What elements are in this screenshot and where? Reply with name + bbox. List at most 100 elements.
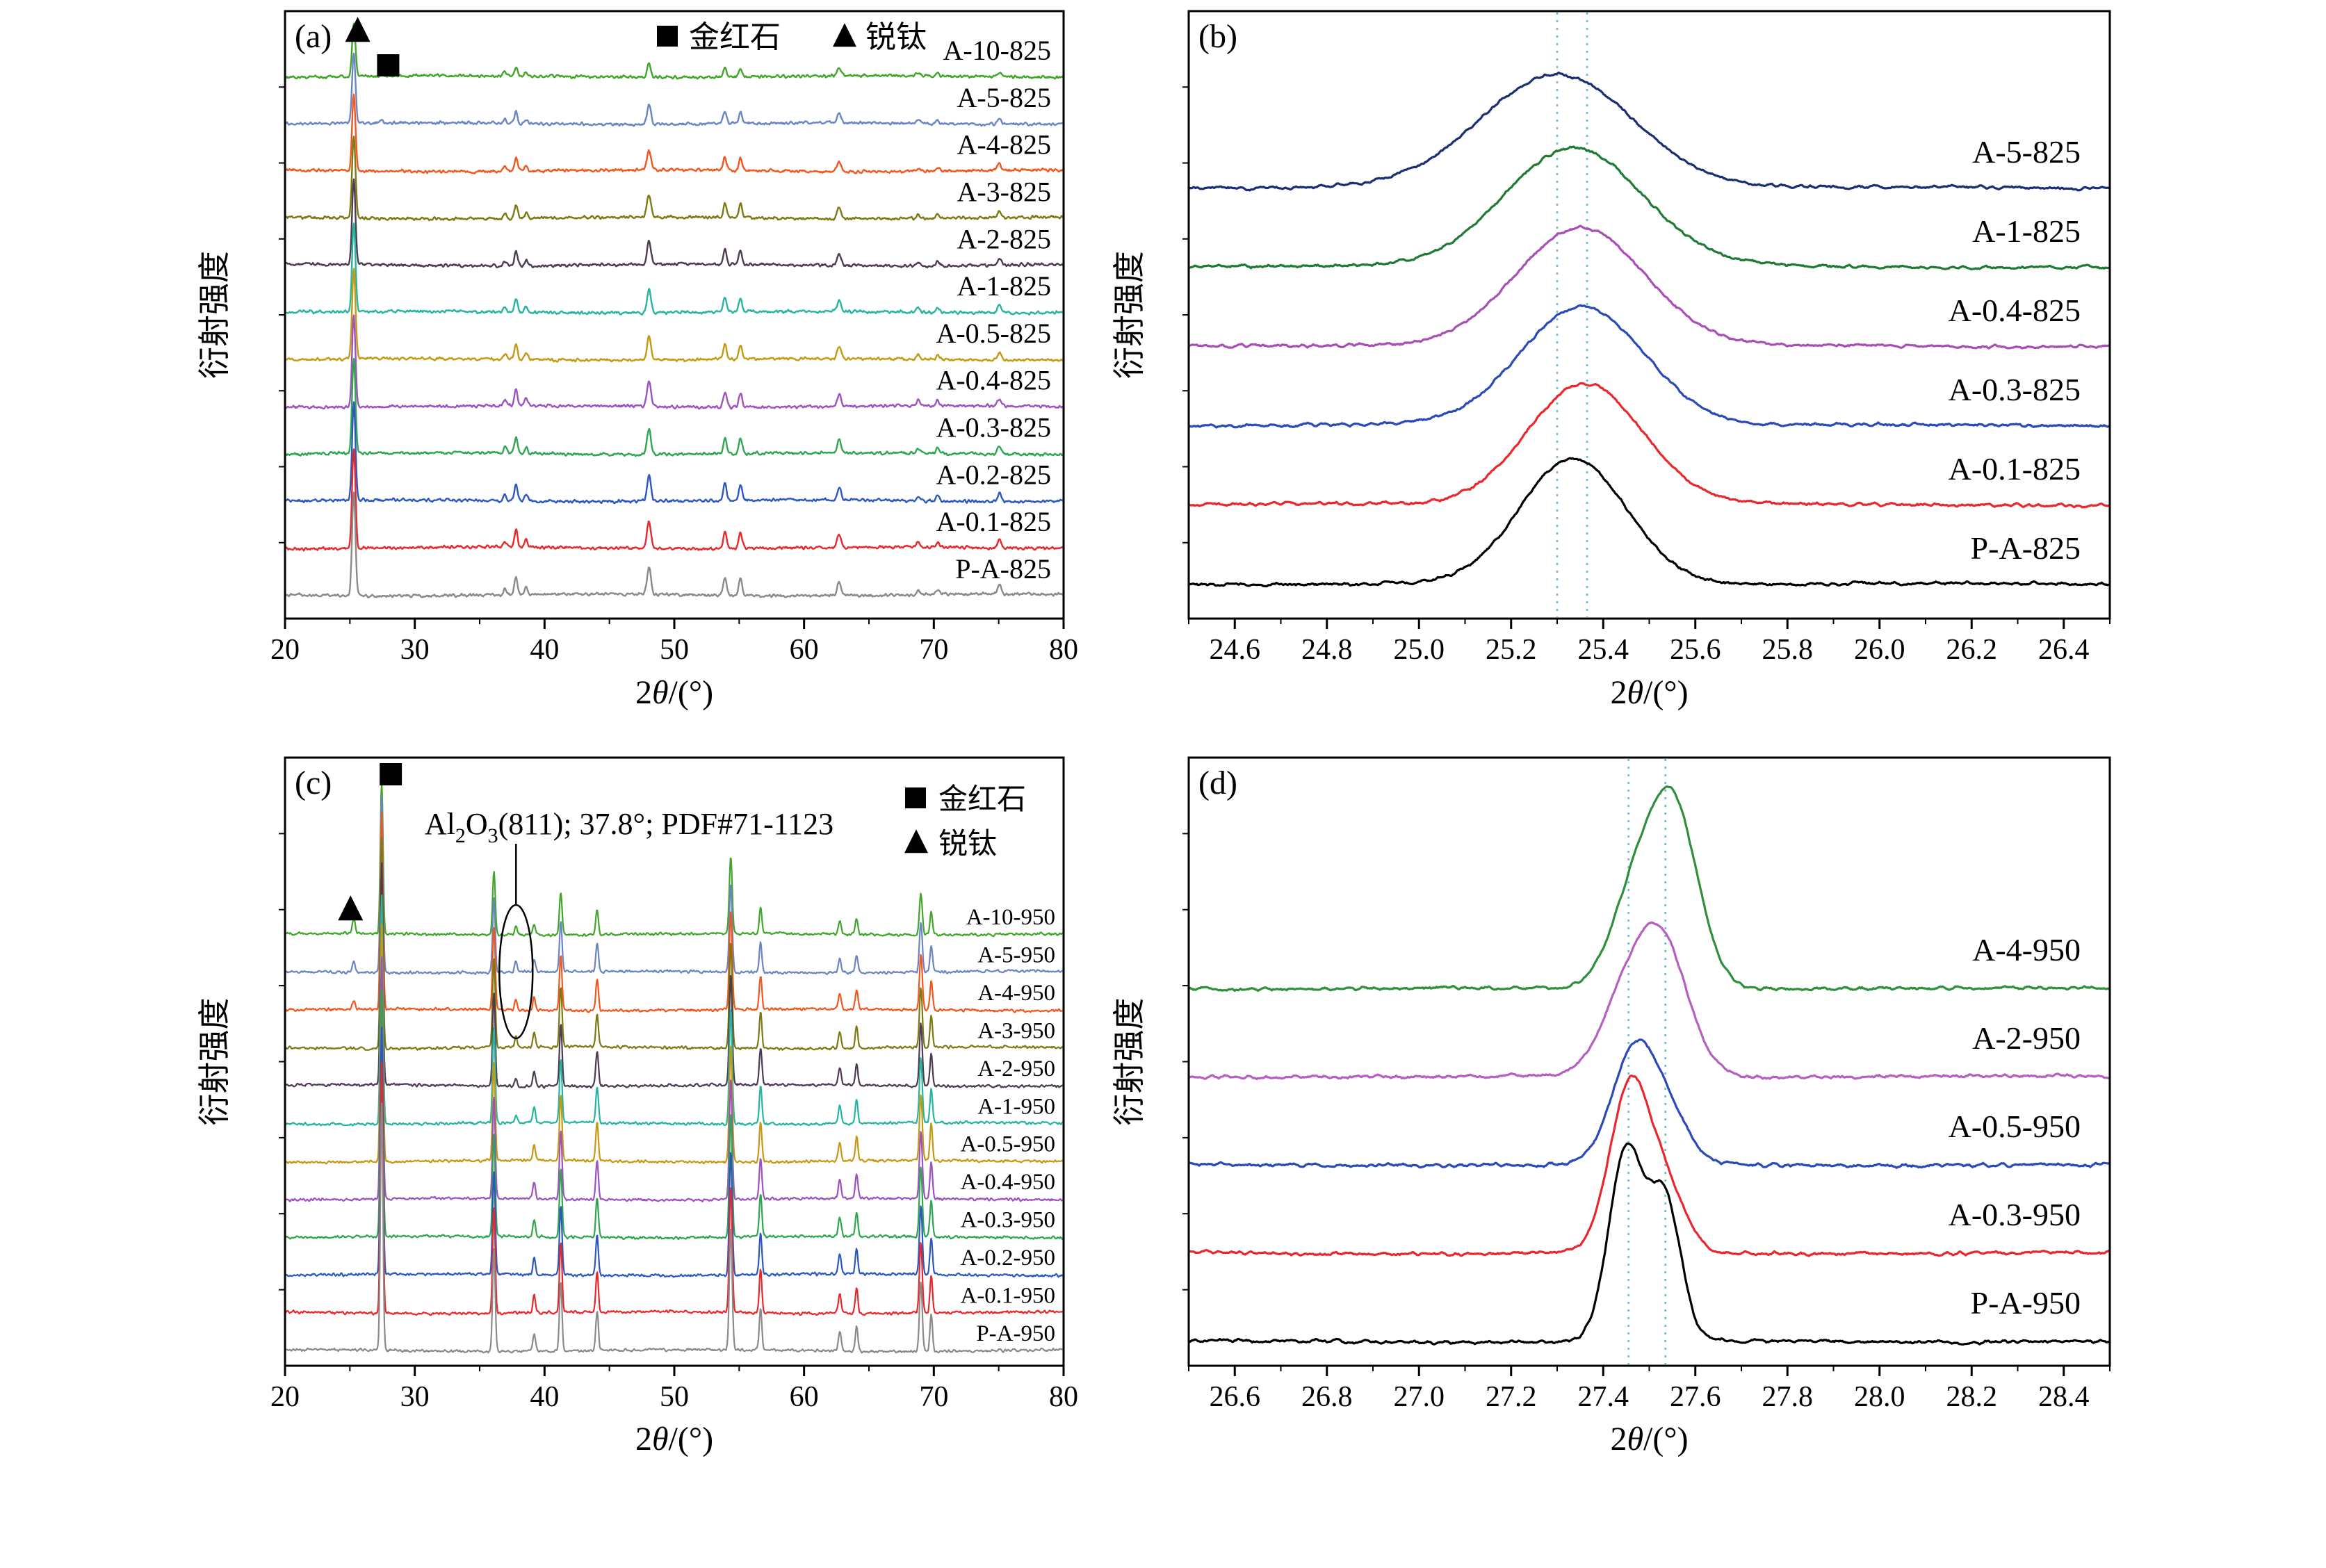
xrd-curve-A-0.1-825: [1189, 382, 2110, 509]
series-label-A-0.2-950: A-0.2-950: [960, 1246, 1055, 1271]
series-label-A-5-825: A-5-825: [1972, 134, 2081, 170]
xrd-curve-A-0.3-825: [285, 358, 1064, 457]
anatase-triangle-icon: [338, 895, 364, 921]
series-label-A-0.3-950: A-0.3-950: [960, 1208, 1055, 1233]
x-tick-label: 26.0: [1854, 634, 1905, 666]
series-label-P-A-825: P-A-825: [1971, 530, 2081, 566]
series-label-A-1-825: A-1-825: [1972, 213, 2081, 249]
curves-d: [1189, 785, 2110, 1346]
series-label-A-0.4-825: A-0.4-825: [936, 365, 1051, 396]
x-tick-label: 25.6: [1670, 634, 1721, 666]
x-tick-label: 26.8: [1301, 1381, 1353, 1413]
x-tick-label: 80: [1049, 634, 1078, 666]
x-tick-label: 60: [790, 634, 819, 666]
xrd-curve-A-0.3-825: [1189, 304, 2110, 429]
x-tick-label: 60: [790, 1381, 819, 1413]
xrd-curve-A-1-825: [1189, 145, 2110, 270]
annotation-text: Al2O3(811); 37.8°; PDF#71-1123: [425, 807, 833, 847]
x-tick-label: 40: [530, 1381, 559, 1413]
xrd-curve-A-10-950: [285, 781, 1064, 938]
series-label-A-0.2-825: A-0.2-825: [936, 459, 1051, 490]
series-label-A-0.5-950: A-0.5-950: [960, 1132, 1055, 1157]
xrd-curve-A-10-825: [285, 22, 1064, 80]
series-label-A-3-825: A-3-825: [957, 176, 1051, 207]
y-axis-title: 衍射强度: [1112, 251, 1147, 379]
x-tick-label: 27.4: [1578, 1381, 1629, 1413]
y-axis-title: 衍射强度: [197, 251, 232, 379]
xrd-curve-A-3-825: [285, 136, 1064, 222]
series-label-A-0.4-825: A-0.4-825: [1949, 293, 2081, 328]
series-label-P-A-825: P-A-825: [955, 553, 1051, 585]
xrd-curve-A-0.3-950: [1189, 1074, 2110, 1257]
series-label-A-10-825: A-10-825: [943, 35, 1051, 66]
annotation-ellipse: [498, 904, 534, 1040]
x-tick-label: 40: [530, 634, 559, 666]
rutile-square-icon: [905, 787, 926, 808]
xrd-curve-A-1-950: [285, 894, 1064, 1127]
panel-letter-a: (a): [295, 18, 332, 55]
rutile-square-icon: [657, 26, 678, 47]
xrd-curve-A-2-825: [285, 178, 1064, 269]
series-label-A-0.5-950: A-0.5-950: [1949, 1109, 2081, 1144]
x-tick-label: 26.6: [1210, 1381, 1261, 1413]
x-tick-label: 25.8: [1762, 634, 1814, 666]
y-axis-title: 衍射强度: [1112, 998, 1147, 1126]
x-tick-label: 25.4: [1578, 634, 1629, 666]
x-tick-label: 50: [660, 634, 689, 666]
x-tick-label: 50: [660, 1381, 689, 1413]
anatase-triangle-icon: [345, 17, 371, 42]
x-tick-label: 28.4: [2038, 1381, 2090, 1413]
series-label-P-A-950: P-A-950: [976, 1321, 1055, 1346]
xrd-curve-A-0.5-950: [1189, 1038, 2110, 1169]
xrd-curve-A-0.5-825: [285, 268, 1064, 363]
xrd-curve-A-2-950: [285, 862, 1064, 1089]
anatase-triangle-icon: [904, 829, 928, 854]
series-label-A-0.1-825: A-0.1-825: [936, 506, 1051, 537]
x-tick-label: 20: [270, 634, 300, 666]
series-label-A-3-950: A-3-950: [977, 1018, 1055, 1043]
rutile-square-icon: [380, 763, 402, 785]
xrd-curve-A-0.4-825: [1189, 224, 2110, 350]
series-label-A-0.3-950: A-0.3-950: [1949, 1197, 2081, 1232]
xrd-curve-A-4-950: [285, 812, 1064, 1013]
xrd-curve-A-4-950: [1189, 785, 2110, 993]
xrd-curve-A-5-825: [1189, 71, 2110, 192]
series-label-A-0.3-825: A-0.3-825: [936, 412, 1051, 443]
x-tick-label: 27.2: [1486, 1381, 1537, 1413]
series-label-A-1-825: A-1-825: [957, 270, 1051, 302]
panel-b: A-5-825 A-1-825 A-0.4-825 A-0.3-825 A-0.1-82…: [1112, 10, 2111, 711]
series-label-A-1-950: A-1-950: [977, 1094, 1055, 1119]
y-axis-title: 衍射强度: [197, 998, 232, 1126]
axes-box: [1187, 756, 2111, 1367]
panel-letter-c: (c): [295, 765, 332, 801]
series-label-A-5-950: A-5-950: [977, 942, 1055, 967]
xrd-curve-A-3-950: [285, 836, 1064, 1051]
curves-b: [1189, 71, 2110, 588]
xrd-curve-A-0.2-950: [285, 1027, 1064, 1278]
legend-label-square: 金红石: [938, 783, 1026, 816]
legend-label-triangle: 锐钛: [865, 20, 927, 54]
rutile-square-icon: [377, 54, 400, 76]
panel-a: A-10-825 A-5-825 A-4-825 A-3-825 A-2-825 A-1-…: [197, 10, 1078, 711]
x-tick-label: 70: [919, 1381, 948, 1413]
x-tick-label: 26.2: [1946, 634, 1998, 666]
x-tick-label: 24.6: [1210, 634, 1261, 666]
xrd-curve-A-1-825: [285, 222, 1064, 316]
x-tick-label: 28.2: [1946, 1381, 1998, 1413]
xrd-curve-A-0.4-950: [285, 956, 1064, 1202]
xrd-curve-P-A-825: [285, 491, 1064, 598]
series-label-A-0.4-950: A-0.4-950: [960, 1170, 1055, 1195]
x-tick-label: 70: [919, 634, 948, 666]
xrd-curve-A-5-825: [285, 52, 1064, 127]
xrd-curve-A-0.4-825: [285, 314, 1064, 410]
xrd-curve-P-A-950: [1189, 1142, 2110, 1346]
panel-letter-b: (b): [1198, 18, 1237, 55]
curves-a: [285, 22, 1064, 598]
xrd-curve-P-A-825: [1189, 457, 2110, 588]
series-label-A-2-950: A-2-950: [1972, 1020, 2081, 1056]
x-tick-label: 30: [400, 634, 430, 666]
x-tick-label: 20: [270, 1381, 300, 1413]
series-label-A-0.3-825: A-0.3-825: [1949, 372, 2081, 407]
series-label-P-A-950: P-A-950: [1971, 1285, 2081, 1321]
